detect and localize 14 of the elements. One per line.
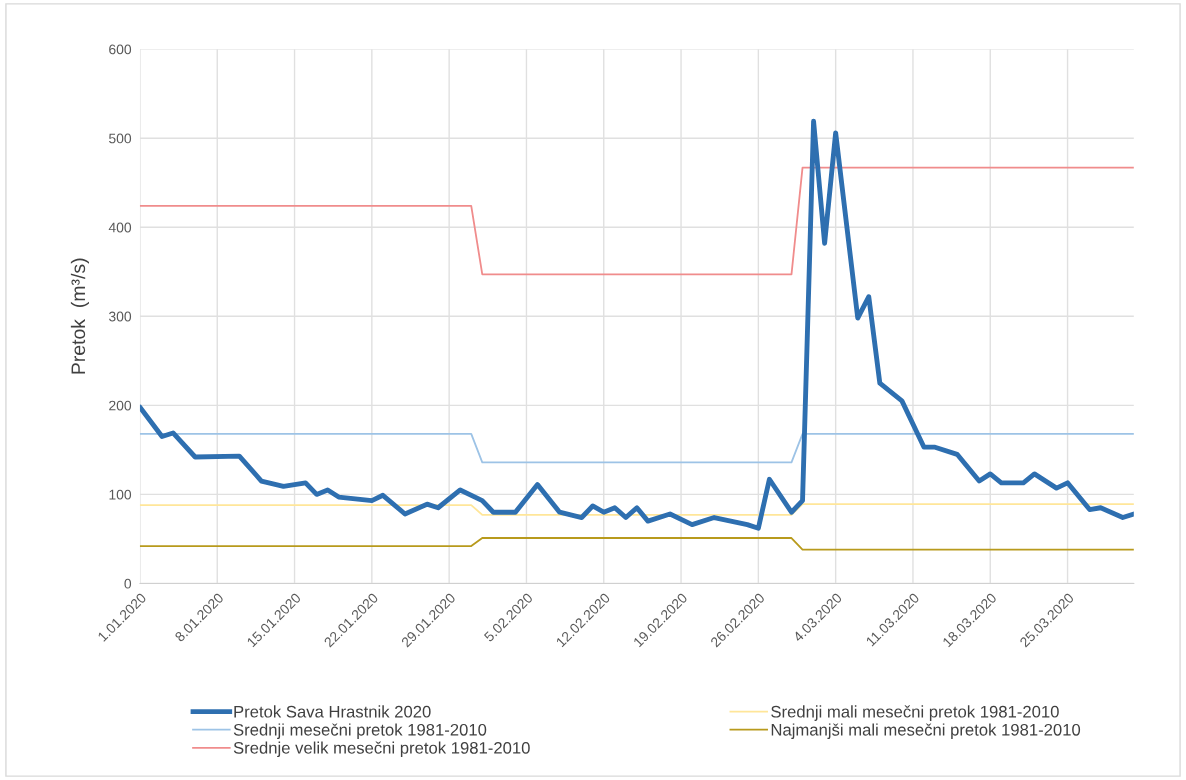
legend-label: Srednje velik mesečni pretok 1981-2010 <box>233 741 530 758</box>
y-tick-label: 600 <box>109 44 132 55</box>
legend-label: Pretok Sava Hrastnik 2020 <box>234 705 431 718</box>
y-axis-title: Pretok (m³/s) <box>70 258 89 374</box>
y-tick-label: 300 <box>108 311 132 322</box>
y-tick-label: 200 <box>109 400 132 411</box>
legend-label: Srednji mesečni pretok 1981-2010 <box>233 723 487 739</box>
y-tick-label: 400 <box>108 222 132 233</box>
line-series <box>139 118 1134 531</box>
y-tick-label: 500 <box>109 133 132 144</box>
y-tick-label: 100 <box>109 489 132 500</box>
y-tick-label: 0 <box>124 578 132 589</box>
legend-label: Srednji mali mesečni pretok 1981-2010 <box>771 705 1059 721</box>
legend-label: Najmanjši mali mesečni pretok 1981-2010 <box>771 723 1081 739</box>
